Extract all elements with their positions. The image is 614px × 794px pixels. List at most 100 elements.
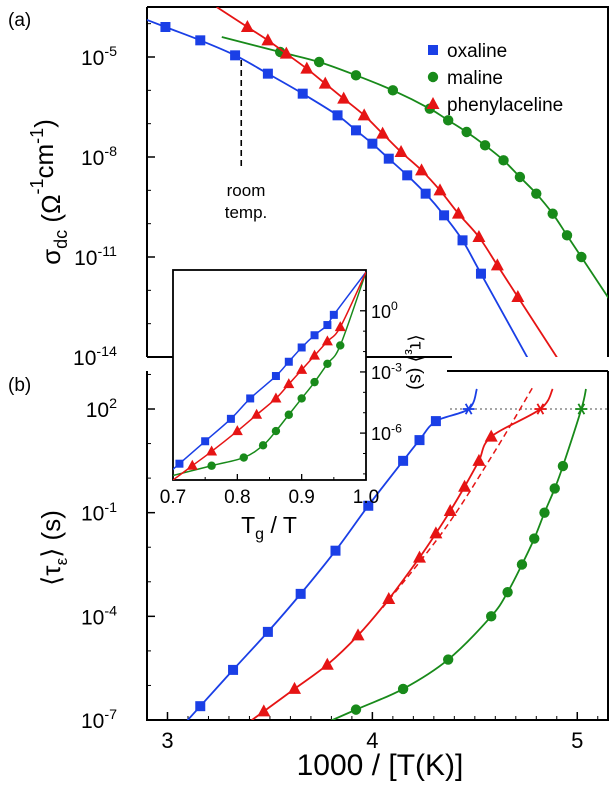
room-temp-label-line2: temp.: [225, 203, 268, 222]
data-point-phenylaceline-b: [351, 628, 365, 641]
data-point-oxaline-b: [195, 701, 206, 712]
inset-data-point-oxaline: [271, 372, 280, 381]
panel-a-label: (a): [8, 10, 31, 31]
data-point-phenylaceline-b: [458, 479, 472, 492]
inset-data-point-phenylaceline: [321, 335, 333, 346]
data-point-oxaline-b: [398, 455, 409, 466]
panel-a-y-tick-label: 10-5: [81, 44, 117, 70]
inset-x-tick-label: 0.8: [224, 487, 250, 508]
data-point-maline-a: [531, 188, 542, 199]
inset-y-tick-label: 100: [371, 299, 398, 322]
data-point-oxaline-a: [367, 138, 378, 149]
data-point-phenylaceline-b: [257, 704, 271, 717]
inset-x-tick-label: 1.0: [353, 487, 379, 508]
panel-b: 102 10-1 10-4 10-7 ⟨τε⟩ (s) 3 4 5: [36, 370, 609, 753]
inset-data-point-maline: [207, 461, 216, 470]
data-point-oxaline-a: [297, 88, 308, 99]
data-point-phenylaceline-b: [382, 592, 396, 605]
data-point-phenylaceline-a: [490, 258, 504, 271]
inset-plot-area: [173, 271, 366, 480]
inset-data-point-oxaline: [284, 357, 293, 366]
data-point-maline-a: [576, 251, 587, 263]
data-point-maline-b: [442, 654, 454, 665]
data-point-oxaline-b: [363, 500, 374, 511]
data-point-oxaline-a: [383, 153, 394, 164]
data-point-oxaline-a: [160, 22, 171, 32]
inset-data-point-maline: [258, 441, 268, 450]
legend-label-oxaline: oxaline: [447, 41, 507, 62]
inset-data-point-oxaline: [329, 310, 338, 319]
data-point-oxaline-a: [457, 235, 468, 246]
data-point-maline-b: [397, 683, 409, 695]
data-point-phenylaceline-a: [261, 33, 275, 46]
fit-line-maline-a: [221, 36, 608, 299]
data-point-phenylaceline-a: [415, 163, 429, 176]
panel-a-y-tick-label: 10-11: [74, 244, 117, 270]
data-point-oxaline-b: [414, 435, 425, 446]
panel-b-plot-area: [186, 387, 587, 720]
data-point-maline-a: [498, 155, 509, 166]
data-point-phenylaceline-b: [443, 503, 457, 516]
data-point-maline-a: [387, 85, 399, 96]
vft-dashed-line-phenylaceline: [382, 387, 533, 609]
data-point-phenylaceline-a: [511, 290, 525, 302]
panel-b-label: (b): [8, 375, 31, 396]
inset-data-point-phenylaceline: [296, 363, 308, 374]
inset-data-point-maline: [310, 377, 319, 387]
panel-b-y-tick-label: 10-4: [81, 604, 117, 630]
inset-data-point-oxaline: [175, 459, 184, 468]
data-point-oxaline-a: [420, 188, 431, 199]
legend-marker-phenylaceline: [426, 97, 440, 109]
data-point-oxaline-a: [230, 50, 241, 61]
asterisk-marker-maline: [575, 403, 588, 415]
data-point-maline-a: [561, 230, 573, 241]
inset-data-point-phenylaceline: [206, 445, 218, 456]
panel-b-y-tick-label: 10-7: [81, 707, 117, 733]
data-point-phenylaceline-a: [300, 61, 314, 74]
inset-data-point-maline: [284, 410, 293, 419]
data-point-phenylaceline-b: [288, 681, 302, 694]
inset-panel: 0.7 0.8 0.9 1.0 Tg / T 100 10-3 10-6 ⟨τε⟩ (s): [160, 269, 426, 543]
data-point-oxaline-a: [350, 125, 361, 136]
data-point-maline-b: [502, 586, 513, 598]
data-point-phenylaceline-b: [429, 526, 443, 539]
data-point-phenylaceline-a: [472, 230, 486, 242]
inset-data-point-oxaline: [226, 414, 235, 423]
inset-data-point-oxaline: [297, 343, 306, 352]
data-point-maline-a: [479, 140, 491, 151]
data-point-oxaline-a: [332, 110, 343, 121]
x-tick-label: 4: [366, 728, 378, 753]
data-point-oxaline-a: [439, 210, 450, 221]
data-point-maline-b: [557, 460, 569, 472]
data-point-oxaline-a: [262, 68, 273, 79]
x-axis-title: 1000 / [T(K)]: [297, 749, 464, 782]
inset-data-point-phenylaceline: [270, 392, 282, 403]
legend: oxaline maline phenylaceline: [426, 41, 563, 116]
legend-marker-oxaline: [428, 45, 438, 55]
inset-x-axis-title: Tg / T: [241, 512, 297, 543]
inset-data-point-maline: [239, 453, 248, 462]
panel-b-y-axis-title: ⟨τε⟩ (s): [36, 510, 71, 586]
data-point-phenylaceline-a: [337, 91, 351, 104]
data-point-maline-a: [461, 126, 472, 138]
asterisk-stroke: [577, 403, 586, 415]
legend-label-maline: maline: [447, 68, 503, 89]
data-point-phenylaceline-b: [320, 657, 334, 670]
inset-data-point-phenylaceline: [231, 425, 243, 436]
inset-y-tick-label: 10-3: [371, 360, 402, 383]
x-tick-label: 3: [161, 728, 173, 753]
inset-data-point-phenylaceline: [309, 349, 321, 360]
inset-data-point-oxaline: [246, 394, 255, 403]
panel-a-y-tick-label: 10-14: [73, 344, 117, 370]
inset-data-point-phenylaceline: [251, 408, 263, 419]
data-point-phenylaceline-a: [318, 76, 332, 89]
figure-labels: (a) (b) 1000 / [T(K)] room temp.: [8, 10, 463, 782]
data-point-phenylaceline-a: [451, 206, 465, 219]
data-point-phenylaceline-b: [484, 429, 498, 442]
panel-b-frame: [146, 371, 609, 721]
inset-data-point-maline: [271, 426, 281, 436]
asterisk-marker-oxaline: [462, 403, 475, 415]
data-point-phenylaceline-a: [376, 126, 390, 139]
asterisk-stroke: [536, 403, 545, 415]
data-point-maline-a: [514, 171, 526, 183]
